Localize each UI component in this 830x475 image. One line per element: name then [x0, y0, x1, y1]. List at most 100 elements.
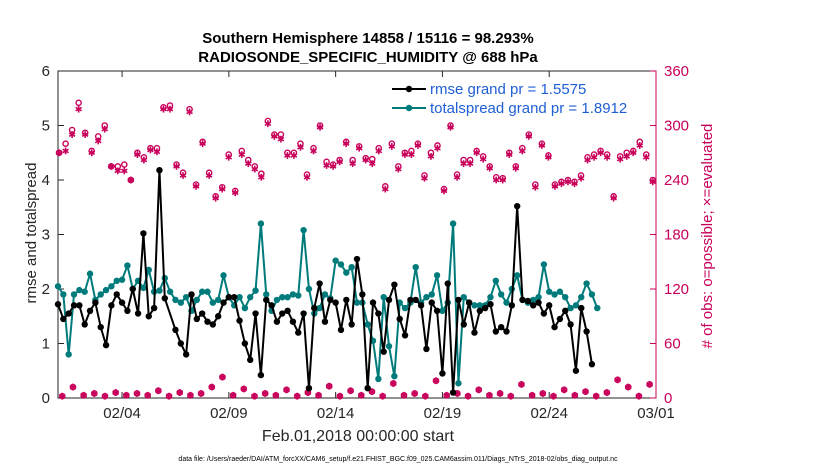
totalspread-point	[81, 288, 88, 295]
chart-title-line-1: Southern Hemisphere 14858 / 15116 = 98.2…	[202, 30, 533, 47]
rmse-point	[551, 323, 558, 331]
rmse-point	[97, 323, 104, 331]
legend: rmse grand pr = 1.5575 totalspread grand …	[392, 81, 627, 117]
y-tick-label: 4	[42, 172, 50, 189]
totalspread-point	[353, 299, 361, 306]
rmse-point	[230, 293, 238, 301]
obs-evaluated-point	[440, 187, 448, 195]
totalspread-point	[385, 343, 393, 350]
obs-low-evaluated-point	[560, 386, 568, 394]
rmse-point	[92, 299, 99, 306]
obs-low-evaluated-point	[112, 389, 120, 396]
obs-low-evaluated-point	[197, 390, 205, 397]
rmse-point	[214, 313, 222, 320]
rmse-point	[118, 299, 126, 306]
totalspread-point	[380, 293, 387, 301]
obs-evaluated-point	[284, 152, 291, 159]
obs-low-evaluated-point	[229, 391, 237, 399]
y2-tick-label: 300	[664, 118, 689, 135]
obs-low-evaluated-point	[389, 380, 397, 387]
obs-low-evaluated-point	[187, 391, 194, 399]
rmse-point	[241, 340, 249, 347]
obs-low-evaluated-point	[421, 392, 429, 400]
obs-evaluated-point	[473, 149, 480, 157]
totalspread-point	[471, 302, 478, 309]
rmse-point	[295, 329, 302, 336]
totalspread-point	[273, 296, 281, 304]
obs-low-evaluated-point	[624, 383, 632, 391]
rmse-point	[220, 299, 227, 306]
x-tick-label: 02/04	[103, 405, 141, 422]
x-tick-label: 02/14	[317, 405, 355, 422]
obs-evaluated-point	[264, 120, 272, 128]
totalspread-point	[172, 296, 179, 304]
rmse-point	[535, 299, 542, 306]
rmse-point	[439, 370, 446, 377]
rmse-point	[380, 348, 387, 355]
obs-evaluated-point	[134, 151, 141, 158]
totalspread-point	[375, 375, 382, 383]
rmse-point	[476, 307, 484, 314]
rmse-point	[273, 318, 281, 325]
obs-low-evaluated-point	[443, 391, 451, 399]
obs-evaluated-point	[414, 142, 422, 149]
obs-evaluated-point	[238, 151, 246, 158]
rmse-point	[225, 293, 233, 301]
obs-low-evaluated-point	[101, 392, 109, 400]
obs-evaluated-point	[205, 172, 213, 179]
totalspread-point	[300, 226, 307, 234]
rmse-point	[508, 302, 516, 309]
obs-evaluated-point	[147, 146, 154, 154]
obs-low-evaluated-point	[368, 388, 376, 396]
obs-evaluated-point	[127, 176, 135, 184]
obs-low-evaluated-point	[90, 390, 98, 397]
y-axis-label: rmse and totalspread	[23, 163, 40, 304]
totalspread-point	[535, 293, 542, 301]
obs-low-evaluated-point	[603, 389, 611, 396]
obs-evaluated-point	[466, 160, 474, 168]
totalspread-point	[316, 304, 323, 312]
rmse-point	[76, 302, 83, 309]
totalspread-point	[54, 283, 62, 290]
obs-low-evaluated-point	[571, 391, 579, 399]
obs-evaluated-point	[434, 144, 441, 152]
obs-low-evaluated-point	[432, 377, 440, 385]
rmse-point	[279, 310, 286, 317]
obs-possible-point	[121, 161, 128, 168]
rmse-point	[209, 321, 217, 328]
obs-evaluated-point	[153, 148, 161, 156]
rmse-point	[113, 291, 120, 298]
x-axis-label: Feb.01,2018 00:00:00 start	[262, 428, 455, 445]
totalspread-point	[70, 291, 78, 298]
obs-low-evaluated-point	[635, 392, 643, 400]
obs-evaluated-point	[590, 153, 598, 161]
rmse-point	[529, 302, 537, 309]
obs-evaluated-point	[408, 151, 415, 158]
rmse-point	[417, 302, 425, 309]
rmse-point	[348, 321, 355, 328]
rmse-point	[428, 299, 435, 306]
totalspread-point	[113, 277, 120, 285]
obs-low-evaluated-point	[336, 392, 344, 400]
obs-evaluated-point	[120, 167, 128, 175]
totalspread-point	[449, 220, 457, 227]
obs-evaluated-point	[610, 194, 617, 202]
rmse-point	[177, 340, 185, 347]
obs-low-evaluated-point	[293, 392, 301, 400]
rmse-point	[193, 315, 201, 323]
rmse-point	[540, 310, 548, 317]
legend-marker	[405, 85, 413, 93]
totalspread-point	[97, 291, 104, 298]
rmse-point	[182, 351, 190, 358]
rmse-point	[524, 297, 532, 305]
obs-evaluated-point	[421, 174, 428, 182]
obs-evaluated-point	[114, 167, 122, 175]
rmse-point	[401, 332, 409, 339]
totalspread-point	[588, 291, 596, 298]
obs-low-evaluated-point	[165, 392, 173, 400]
obs-evaluated-point	[355, 144, 363, 152]
totalspread-point	[492, 277, 500, 285]
rmse-point	[204, 318, 211, 325]
totalspread-point	[145, 266, 152, 274]
totalspread-point	[305, 285, 313, 293]
